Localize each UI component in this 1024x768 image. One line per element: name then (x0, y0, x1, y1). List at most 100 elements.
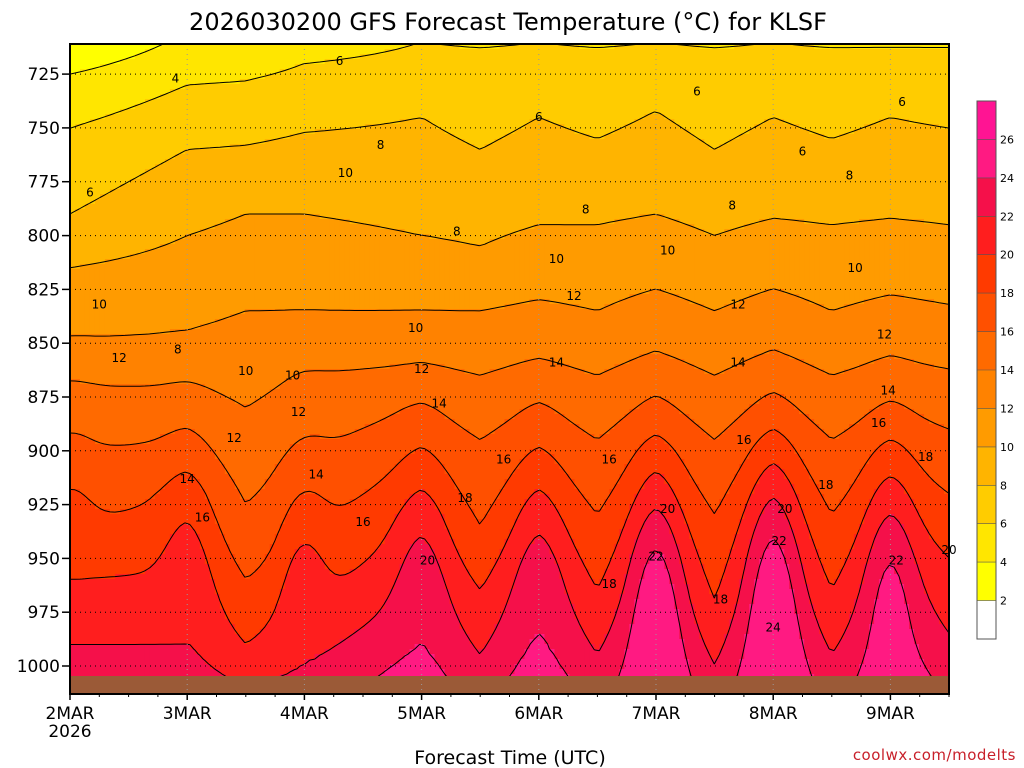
fill-cell (789, 59, 795, 65)
fill-cell (429, 59, 436, 65)
fill-cell (149, 109, 156, 115)
fill-cell (184, 114, 191, 120)
fill-cell (944, 79, 949, 85)
fill-cell (104, 144, 111, 150)
fill-cell (749, 144, 755, 150)
fill-cell (649, 44, 655, 50)
fill-cell (589, 84, 595, 90)
fill-cell (189, 44, 196, 50)
fill-cell (564, 109, 571, 115)
fill-cell (499, 94, 506, 100)
fill-cell (764, 139, 770, 145)
fill-cell (544, 129, 551, 135)
fill-cell (659, 64, 665, 70)
fill-cell (389, 164, 396, 170)
fill-cell (169, 124, 176, 130)
fill-cell (79, 129, 86, 135)
fill-cell (714, 69, 720, 75)
fill-cell (279, 99, 286, 105)
fill-cell (279, 84, 286, 90)
fill-cell (709, 104, 715, 110)
fill-cell (394, 184, 401, 190)
fill-cell (579, 99, 586, 105)
fill-cell (499, 89, 506, 95)
fill-cell (204, 184, 211, 190)
fill-cell (869, 94, 875, 100)
fill-cell (774, 74, 780, 80)
fill-cell (764, 69, 770, 75)
fill-cell (414, 69, 421, 75)
fill-cell (614, 69, 620, 75)
fill-cell (449, 129, 456, 135)
fill-cell (559, 69, 566, 75)
fill-cell (324, 94, 331, 100)
fill-cell (474, 129, 481, 135)
fill-cell (199, 179, 206, 185)
fill-cell (459, 99, 466, 105)
fill-cell (754, 124, 760, 130)
fill-cell (479, 154, 486, 160)
fill-cell (664, 104, 670, 110)
fill-cell (899, 119, 905, 125)
fill-cell (384, 179, 391, 185)
fill-cell (459, 64, 466, 70)
fill-cell (619, 149, 625, 155)
fill-cell (199, 64, 206, 70)
fill-cell (539, 99, 546, 105)
fill-cell (219, 109, 226, 115)
fill-cell (129, 129, 136, 135)
fill-cell (544, 144, 551, 150)
fill-cell (529, 179, 536, 185)
fill-cell (669, 164, 675, 170)
fill-cell (759, 74, 765, 80)
fill-cell (809, 169, 815, 175)
fill-cell (784, 69, 790, 75)
fill-cell (149, 154, 156, 160)
fill-cell (729, 59, 735, 65)
fill-cell (169, 159, 176, 165)
fill-cell (849, 144, 855, 150)
fill-cell (859, 64, 865, 70)
fill-cell (694, 59, 700, 65)
fill-cell (714, 134, 720, 140)
fill-cell (669, 89, 675, 95)
fill-cell (724, 124, 730, 130)
fill-cell (579, 54, 586, 60)
fill-cell (419, 49, 426, 55)
fill-cell (594, 49, 600, 55)
fill-cell (639, 129, 645, 135)
fill-cell (629, 154, 635, 160)
fill-cell (624, 84, 630, 90)
fill-cell (459, 69, 466, 75)
fill-cell (364, 174, 371, 180)
fill-cell (884, 174, 890, 180)
fill-cell (359, 184, 366, 190)
fill-cell (654, 159, 660, 165)
fill-cell (284, 184, 291, 190)
fill-cell (484, 169, 491, 175)
fill-cell (704, 104, 710, 110)
fill-cell (939, 109, 945, 115)
fill-cell (249, 84, 256, 90)
fill-cell (269, 64, 276, 70)
fill-cell (699, 79, 705, 85)
fill-cell (519, 64, 526, 70)
fill-cell (289, 129, 296, 135)
fill-cell (164, 114, 171, 120)
fill-cell (139, 84, 146, 90)
fill-cell (779, 164, 785, 170)
fill-cell (774, 169, 780, 175)
fill-cell (819, 114, 825, 120)
fill-cell (424, 124, 431, 130)
fill-cell (704, 59, 710, 65)
fill-cell (114, 84, 121, 90)
fill-cell (264, 144, 271, 150)
fill-cell (134, 119, 141, 125)
fill-cell (84, 64, 91, 70)
fill-cell (879, 84, 885, 90)
fill-cell (559, 59, 566, 65)
fill-cell (709, 149, 715, 155)
fill-cell (264, 79, 271, 85)
fill-cell (469, 99, 476, 105)
fill-cell (754, 139, 760, 145)
